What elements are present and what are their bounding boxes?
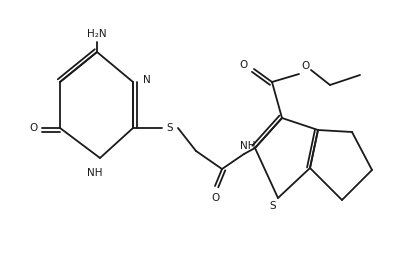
Text: S: S (167, 123, 173, 133)
Text: N: N (143, 75, 151, 85)
Text: O: O (301, 61, 309, 71)
Text: O: O (240, 60, 248, 70)
Text: H₂N: H₂N (87, 29, 107, 39)
Text: O: O (211, 193, 219, 203)
Text: S: S (270, 201, 276, 211)
Text: O: O (29, 123, 37, 133)
Text: NH: NH (87, 168, 103, 178)
Text: NH: NH (240, 141, 256, 151)
